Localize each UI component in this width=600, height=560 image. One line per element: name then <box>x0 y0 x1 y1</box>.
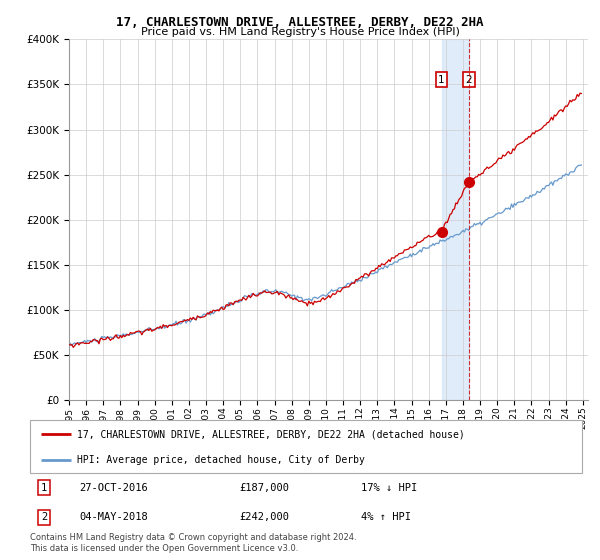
Text: 4% ↑ HPI: 4% ↑ HPI <box>361 512 411 522</box>
Text: 1: 1 <box>438 75 445 85</box>
Text: £187,000: £187,000 <box>240 483 290 493</box>
Bar <box>442 39 469 400</box>
Text: 17% ↓ HPI: 17% ↓ HPI <box>361 483 418 493</box>
Text: 1: 1 <box>41 483 47 493</box>
FancyBboxPatch shape <box>30 420 582 473</box>
Text: 17, CHARLESTOWN DRIVE, ALLESTREE, DERBY, DE22 2HA (detached house): 17, CHARLESTOWN DRIVE, ALLESTREE, DERBY,… <box>77 430 464 440</box>
Text: HPI: Average price, detached house, City of Derby: HPI: Average price, detached house, City… <box>77 455 365 465</box>
Text: Contains HM Land Registry data © Crown copyright and database right 2024.
This d: Contains HM Land Registry data © Crown c… <box>30 533 356 553</box>
Text: 17, CHARLESTOWN DRIVE, ALLESTREE, DERBY, DE22 2HA: 17, CHARLESTOWN DRIVE, ALLESTREE, DERBY,… <box>116 16 484 29</box>
Text: 04-MAY-2018: 04-MAY-2018 <box>80 512 148 522</box>
Text: 2: 2 <box>41 512 47 522</box>
Text: 2: 2 <box>466 75 472 85</box>
Text: £242,000: £242,000 <box>240 512 290 522</box>
Text: 27-OCT-2016: 27-OCT-2016 <box>80 483 148 493</box>
Text: Price paid vs. HM Land Registry's House Price Index (HPI): Price paid vs. HM Land Registry's House … <box>140 27 460 37</box>
